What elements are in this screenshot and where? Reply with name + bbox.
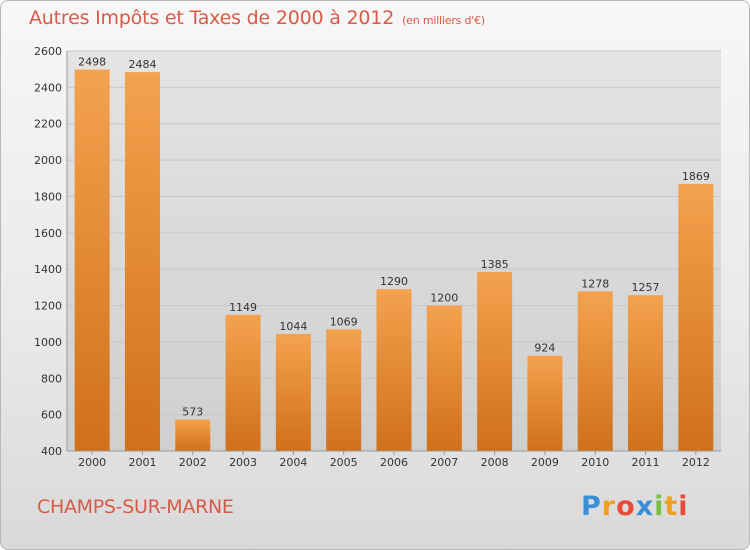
y-tick-label: 1800 [34,190,62,203]
x-tick-label: 2004 [279,456,307,469]
data-label: 1869 [682,170,710,183]
bar-2005 [326,329,362,451]
x-tick-label: 2000 [78,456,106,469]
chart-title-text: Autres Impôts et Taxes de 2000 à 2012 [29,7,395,29]
logo-letter: t [664,491,679,522]
y-tick-label: 1200 [34,300,62,313]
logo-letter: P [581,491,602,522]
bar-2010 [577,291,613,451]
data-label: 2484 [128,58,156,71]
data-label: 1044 [279,320,307,333]
x-tick-label: 2011 [632,456,660,469]
x-tick-label: 2010 [581,456,609,469]
y-tick-label: 1400 [34,263,62,276]
y-tick-label: 2400 [34,81,62,94]
bar-2000 [74,69,110,451]
logo-letter: i [654,491,665,522]
data-labels: 2498 2484 573 1149 1044 1069 1290 1200 1385 924 12… [78,56,710,419]
commune-name: CHAMPS-SUR-MARNE [37,496,234,518]
y-tick-label: 2000 [34,154,62,167]
y-tick-label: 1000 [34,336,62,349]
data-label: 2498 [78,56,106,69]
bar-2004 [275,333,311,451]
bar-2011 [628,295,664,451]
x-tick-label: 2007 [430,456,458,469]
data-label: 1149 [229,301,257,314]
data-label: 573 [182,406,203,419]
x-tick-label: 2002 [179,456,207,469]
data-label: 1200 [430,292,458,305]
x-tick-label: 2003 [229,456,257,469]
x-axis: 2000 2001 2002 2003 2004 2005 2006 2007 2008 2009… [67,450,721,469]
y-tick-label: 1600 [34,227,62,240]
chart-title: Autres Impôts et Taxes de 2000 à 2012 (en… [29,7,485,29]
data-label: 1290 [380,275,408,288]
bar-2006 [376,289,412,451]
y-axis: 400 600 800 1000 1200 1400 1600 1800 2000 2200 240… [34,45,68,458]
bar-2002 [175,419,211,451]
unit-note: (en milliers d'€) [402,14,485,27]
x-tick-label: 2001 [128,456,156,469]
bar-2012 [678,183,714,451]
bar-2003 [225,314,261,451]
data-label: 1257 [632,281,660,294]
proxiti-logo: Proxiti [581,491,689,522]
logo-letter: r [601,491,617,522]
bars [74,69,714,451]
bar-2001 [124,72,160,451]
y-tick-label: 2600 [34,45,62,58]
x-tick-label: 2006 [380,456,408,469]
x-tick-label: 2009 [531,456,559,469]
x-tick-label: 2008 [481,456,509,469]
logo-letter: o [616,491,636,522]
data-label: 1278 [581,277,609,290]
y-tick-label: 2200 [34,118,62,131]
logo-letter: i [678,491,689,522]
bar-2009 [527,355,563,451]
x-tick-label: 2005 [330,456,358,469]
bar-2007 [426,305,462,451]
logo-letter: x [635,491,655,522]
y-tick-label: 400 [41,445,62,458]
data-label: 1069 [330,315,358,328]
bar-2008 [477,271,513,451]
y-tick-label: 800 [41,372,62,385]
data-label: 924 [534,342,555,355]
y-tick-label: 600 [41,409,62,422]
data-label: 1385 [481,258,509,271]
x-tick-label: 2012 [682,456,710,469]
